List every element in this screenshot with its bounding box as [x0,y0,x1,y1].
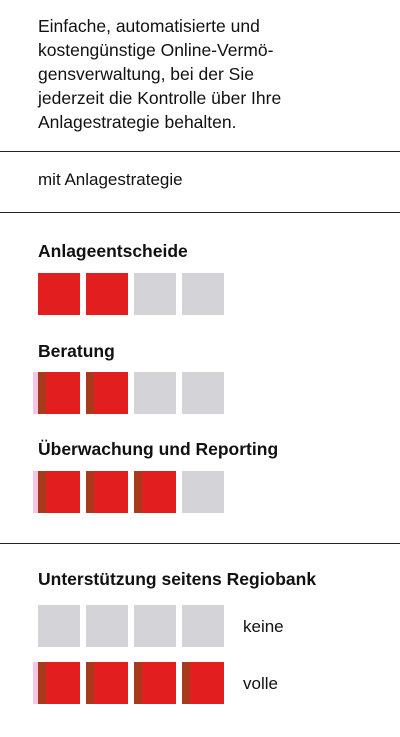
legend-square-empty [86,605,128,647]
rating-square-empty [182,372,224,414]
divider-middle [0,212,400,213]
support-title: Unterstützung seitens Regiobank [38,569,317,589]
rating-bar-anlageentscheide [38,273,224,315]
legend-square-empty [182,605,224,647]
rating-square-filled [86,273,128,315]
legend-square-filled [38,662,80,704]
strategy-label: mit Anlagestrategie [38,170,183,189]
rating-square-filled [38,471,80,513]
legend-square-filled [134,662,176,704]
rating-square-filled [86,471,128,513]
rating-bar-beratung [38,372,224,414]
rating-square-empty [134,372,176,414]
rating-square-empty [182,273,224,315]
rating-title-ueberwachung-reporting: Überwachung und Reporting [38,439,279,459]
rating-square-empty [134,273,176,315]
legend-square-empty [38,605,80,647]
legend-bar-none [38,605,224,647]
rating-bar-ueberwachung-reporting [38,471,224,513]
legend-square-filled [182,662,224,704]
rating-square-filled [86,372,128,414]
legend-square-empty [134,605,176,647]
rating-square-filled [38,273,80,315]
intro-text: Einfache, automatisierte und kostengünst… [38,16,282,132]
divider-bottom [0,543,400,544]
legend-label-full: volle [243,674,278,693]
legend-label-none: keine [243,617,284,636]
rating-square-filled [38,372,80,414]
legend-bar-full [38,662,224,704]
rating-title-anlageentscheide: Anlageentscheide [38,241,188,261]
rating-square-filled [134,471,176,513]
divider-top [0,151,400,152]
rating-title-beratung: Beratung [38,341,115,361]
legend-square-filled [86,662,128,704]
rating-square-empty [182,471,224,513]
